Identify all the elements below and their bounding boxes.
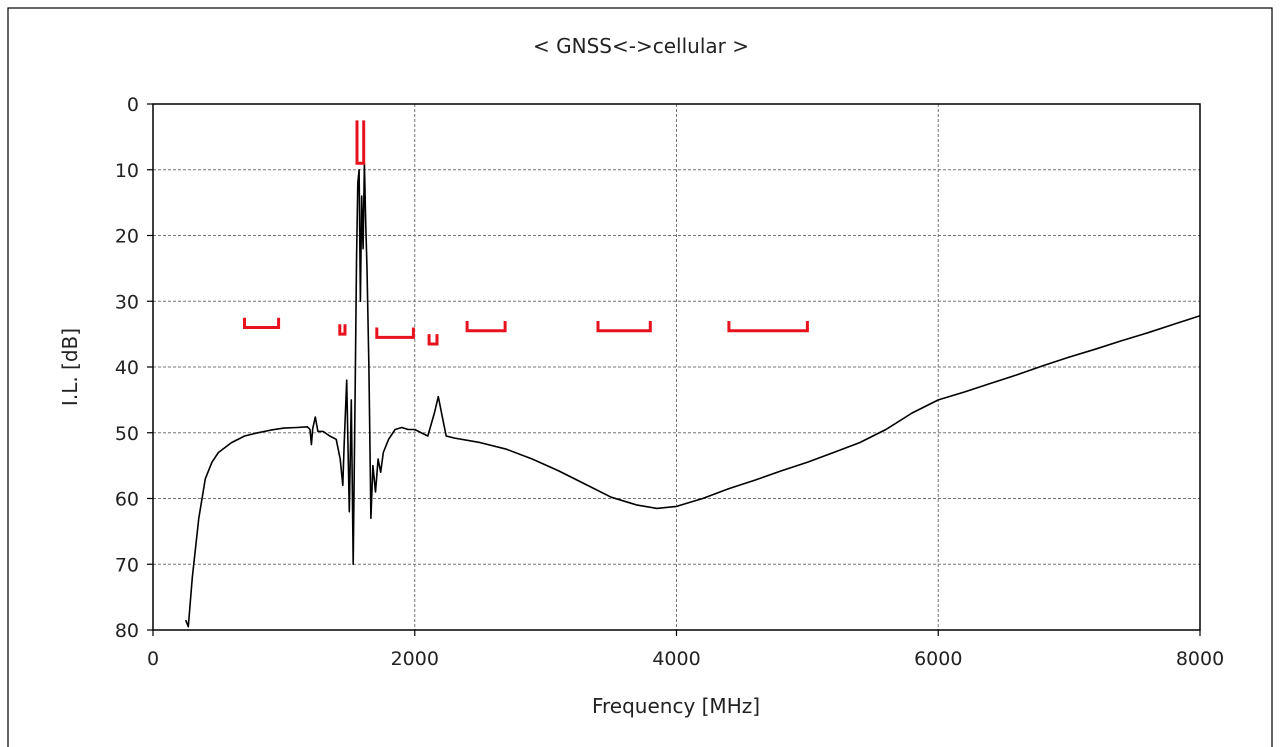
y-tick-label: 30 [115,291,139,313]
y-axis-title: I.L. [dB] [58,328,82,406]
spec-marker [243,317,281,329]
spec-marker [355,120,366,165]
x-tick-label: 4000 [652,648,700,670]
spec-marker [375,327,415,339]
x-tick-label: 0 [147,648,159,670]
spec-marker [427,334,439,346]
spec-marker [465,321,507,333]
y-tick-label: 80 [115,620,139,642]
series-layer [184,162,1201,628]
grid [153,104,1200,630]
x-tick-label: 8000 [1176,648,1224,670]
x-axis-title: Frequency [MHz] [592,694,760,718]
series-line [184,162,1201,628]
y-tick-label: 10 [115,160,139,182]
spec-marker [596,321,652,333]
axis-ticks: 0 2000 4000 6000 8000 0 10 20 30 40 50 60 70 80 [115,94,1224,670]
y-tick-label: 70 [115,554,139,576]
spec-marker [338,324,347,336]
spec-marker [727,321,809,333]
y-tick-label: 50 [115,423,139,445]
y-tick-label: 60 [115,489,139,511]
x-tick-label: 6000 [914,648,962,670]
y-tick-label: 0 [127,94,139,116]
y-tick-label: 40 [115,357,139,379]
spec-markers [243,120,809,346]
chart-border [7,7,1273,747]
x-tick-label: 2000 [391,648,439,670]
y-tick-label: 20 [115,226,139,248]
chart-title: < GNSS<->cellular > [533,34,749,58]
